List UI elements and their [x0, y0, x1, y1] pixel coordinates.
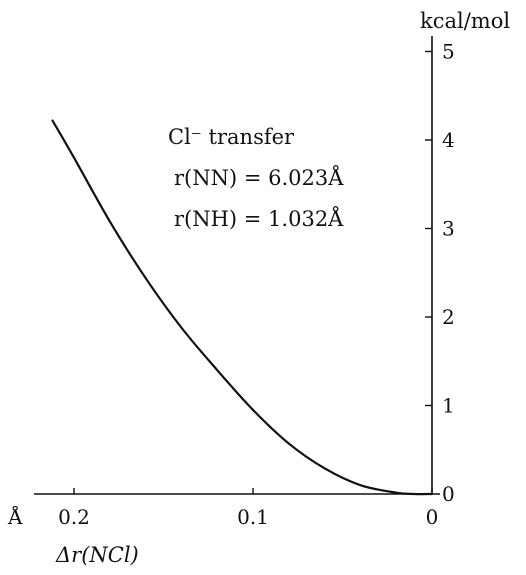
x-axis-title: Δr(NCl) — [55, 543, 139, 567]
annotation-r-nh: r(NH) = 1.032Å — [174, 206, 344, 231]
x-axis-unit: Å — [7, 504, 23, 529]
x-tick-label: 0.1 — [237, 505, 269, 529]
y-ticks: 0 1 2 3 4 5 — [425, 40, 455, 506]
y-tick-label: 1 — [442, 394, 455, 418]
annotation-r-nn: r(NN) = 6.023Å — [174, 165, 344, 190]
y-tick-label: 2 — [442, 305, 455, 329]
y-tick-label: 3 — [442, 217, 455, 241]
y-tick-label: 5 — [442, 40, 455, 64]
x-ticks: 0.2 0.1 0 — [58, 488, 438, 529]
y-axis-unit: kcal/mol — [420, 9, 510, 33]
y-tick-label: 4 — [442, 128, 455, 152]
series-line — [51, 119, 434, 496]
x-tick-label: 0 — [426, 505, 439, 529]
x-tick-label: 0.2 — [58, 505, 90, 529]
y-tick-label: 0 — [442, 482, 455, 506]
annotation-transfer: Cl⁻ transfer — [168, 125, 295, 149]
